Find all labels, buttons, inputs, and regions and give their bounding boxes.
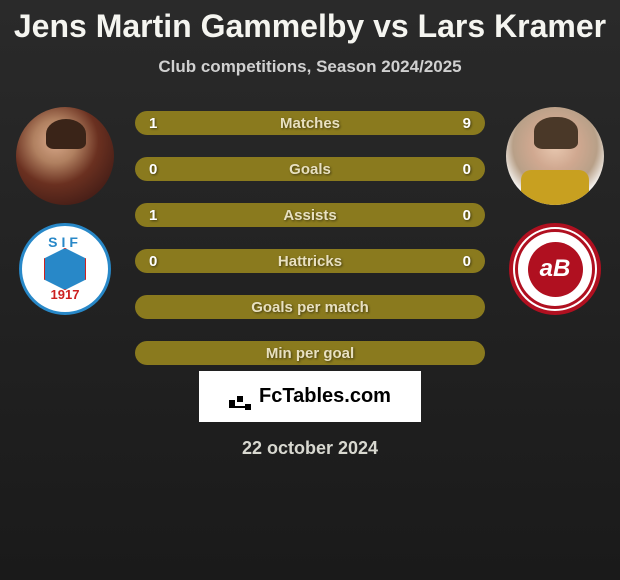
stat-label: Hattricks <box>278 253 342 270</box>
stat-bar-goals-per-match: Goals per match <box>135 295 485 319</box>
stat-right-value: 0 <box>463 207 471 224</box>
stat-label: Matches <box>280 115 340 132</box>
date-label: 22 october 2024 <box>242 438 378 459</box>
stat-label: Goals per match <box>251 299 369 316</box>
player2-column: aB <box>500 107 610 315</box>
player1-club-logo <box>19 223 111 315</box>
main-container: Jens Martin Gammelby vs Lars Kramer Club… <box>0 0 620 459</box>
page-title: Jens Martin Gammelby vs Lars Kramer <box>14 8 606 45</box>
club2-text-icon: aB <box>528 242 583 297</box>
stat-left-value: 1 <box>149 207 157 224</box>
stat-right-value: 0 <box>463 161 471 178</box>
stat-label: Goals <box>289 161 331 178</box>
stat-right-value: 9 <box>463 115 471 132</box>
brand-chart-icon <box>229 386 251 408</box>
player1-avatar <box>16 107 114 205</box>
stats-column: 1 Matches 9 0 Goals 0 1 Assists 0 0 Hatt… <box>135 107 485 365</box>
stat-left-value: 1 <box>149 115 157 132</box>
player2-club-logo: aB <box>509 223 601 315</box>
stat-right-value: 0 <box>463 253 471 270</box>
player1-column <box>10 107 120 315</box>
comparison-area: 1 Matches 9 0 Goals 0 1 Assists 0 0 Hatt… <box>0 107 620 365</box>
stat-label: Min per goal <box>266 345 354 362</box>
page-subtitle: Club competitions, Season 2024/2025 <box>158 57 461 77</box>
player2-avatar <box>506 107 604 205</box>
stat-left-value: 0 <box>149 253 157 270</box>
stat-bar-goals: 0 Goals 0 <box>135 157 485 181</box>
stat-bar-min-per-goal: Min per goal <box>135 341 485 365</box>
club1-shield-icon <box>44 248 86 290</box>
stat-bar-hattricks: 0 Hattricks 0 <box>135 249 485 273</box>
brand-text: FcTables.com <box>259 385 391 408</box>
stat-label: Assists <box>283 207 336 224</box>
stat-bar-matches: 1 Matches 9 <box>135 111 485 135</box>
brand-badge: FcTables.com <box>199 371 421 422</box>
stat-bar-assists: 1 Assists 0 <box>135 203 485 227</box>
stat-left-value: 0 <box>149 161 157 178</box>
